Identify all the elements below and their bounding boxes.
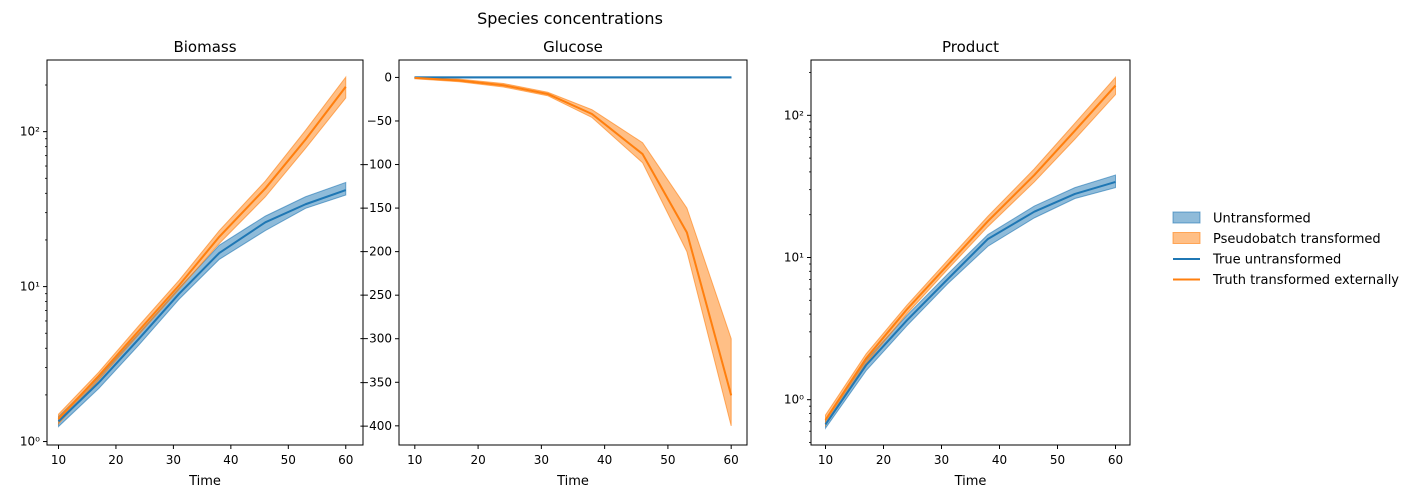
- x-tick-label: 30: [934, 453, 949, 467]
- legend-item: Pseudobatch transformed: [1172, 232, 1381, 247]
- y-tick-label: −400: [359, 419, 392, 433]
- band-untransformed: [825, 174, 1116, 430]
- x-tick-label: 60: [1108, 453, 1123, 467]
- y-tick-label: 10²: [784, 108, 804, 122]
- x-tick-label: 50: [660, 453, 675, 467]
- x-tick-label: 60: [724, 453, 739, 467]
- y-tick-label: −50: [367, 114, 392, 128]
- legend-label: Pseudobatch transformed: [1213, 232, 1381, 247]
- panel-title: Product: [942, 38, 999, 56]
- x-tick-label: 20: [876, 453, 891, 467]
- axes-frame: [810, 59, 1131, 446]
- panel-product: 10 20 30 40 50 60 10⁰ 10¹ 10² Product Time: [784, 38, 1131, 489]
- x-axis-label: Time: [556, 474, 589, 489]
- line-truth-transformed-externally: [824, 84, 1117, 421]
- legend-swatch-band: [1172, 232, 1201, 244]
- legend-label: True untransformed: [1212, 253, 1341, 268]
- legend-item: Untransformed: [1172, 211, 1311, 227]
- panel-title: Glucose: [543, 38, 603, 56]
- x-tick-label: 30: [166, 453, 181, 467]
- x-tick-label: 20: [470, 453, 485, 467]
- line-true-untransformed: [57, 189, 347, 423]
- x-tick-label: 20: [108, 453, 123, 467]
- legend: Untransformed Pseudobatch transformed True…: [1172, 211, 1399, 288]
- y-tick-label: −100: [359, 158, 392, 172]
- x-tick-label: 10: [818, 453, 833, 467]
- legend-swatch-band: [1172, 211, 1201, 224]
- x-tick-label: 40: [992, 453, 1007, 467]
- legend-item: Truth transformed externally: [1173, 273, 1399, 288]
- y-tick-label: −150: [359, 201, 392, 215]
- y-tick-label: 10⁰: [784, 393, 804, 407]
- y-tick-label: −350: [359, 375, 392, 389]
- axes-frame: [398, 59, 748, 446]
- axes-frame: [46, 59, 364, 446]
- legend-label: Untransformed: [1213, 212, 1311, 227]
- panel-glucose: 10 20 30 40 50 60 0 −50 −100 −150 −200 −250 −300 −350…: [359, 38, 748, 489]
- y-tick-label: −200: [359, 245, 392, 259]
- x-tick-label: 50: [281, 453, 296, 467]
- legend-label: Truth transformed externally: [1212, 273, 1399, 288]
- y-tick-label: −250: [359, 288, 392, 302]
- band-pseudobatch-transformed: [57, 75, 347, 426]
- x-tick-label: 10: [51, 453, 66, 467]
- panel-title: Biomass: [173, 38, 236, 56]
- y-tick-label: 10¹: [784, 251, 804, 265]
- y-tick-label: 10⁰: [20, 435, 40, 449]
- line-truth-transformed-externally: [414, 76, 733, 396]
- x-tick-label: 40: [223, 453, 238, 467]
- figure-suptitle: Species concentrations: [477, 9, 663, 28]
- line-true-untransformed: [824, 180, 1116, 425]
- x-tick-label: 40: [597, 453, 612, 467]
- x-axis-label: Time: [954, 474, 987, 489]
- y-tick-label: 10²: [20, 125, 40, 139]
- y-tick-label: −300: [359, 332, 392, 346]
- x-axis-label: Time: [188, 474, 221, 489]
- x-tick-label: 60: [338, 453, 353, 467]
- line-truth-transformed-externally: [57, 86, 347, 420]
- band-pseudobatch-transformed: [414, 76, 732, 426]
- y-tick-label: 10¹: [20, 280, 40, 294]
- y-tick-label: 0: [384, 70, 392, 84]
- x-tick-label: 10: [407, 453, 422, 467]
- x-tick-label: 30: [534, 453, 549, 467]
- legend-item: True untransformed: [1173, 253, 1341, 268]
- x-tick-label: 50: [1050, 453, 1065, 467]
- band-untransformed: [57, 181, 347, 428]
- panel-biomass: 10 20 30 40 50 60 10⁰ 10¹ 10² Biomass Time: [20, 38, 364, 489]
